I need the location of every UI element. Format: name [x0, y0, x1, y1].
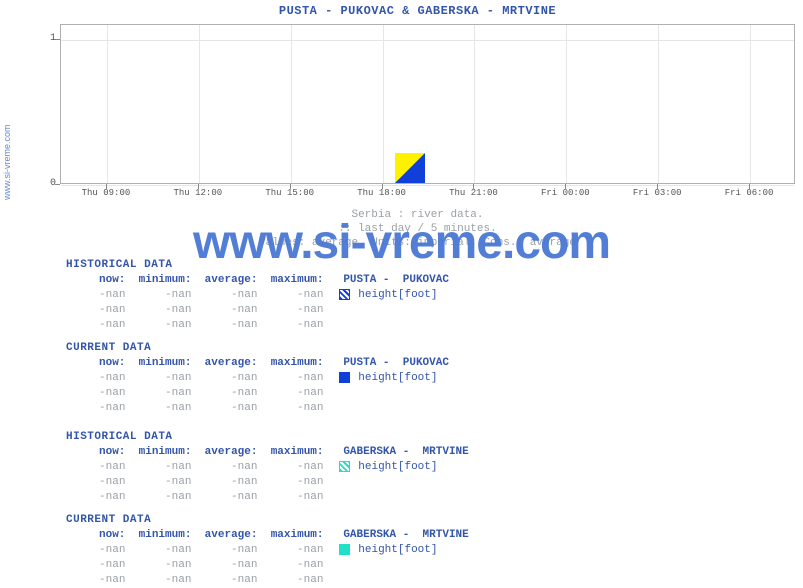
- chart-info: Serbia : river data. :: last day / 5 min…: [40, 208, 795, 250]
- column-header-row: now: minimum: average: maximum: PUSTA - …: [66, 273, 795, 288]
- info-line: :: last day / 5 minutes.: [40, 222, 795, 236]
- legend-swatch-icon: [339, 461, 350, 472]
- plot-wrap: 01Thu 09:00Thu 12:00Thu 15:00Thu 18:00Th…: [60, 24, 795, 204]
- data-row: -nan -nan -nan -nan: [66, 558, 795, 573]
- column-header-row: now: minimum: average: maximum: GABERSKA…: [66, 445, 795, 460]
- y-tick-label: 1: [44, 33, 56, 44]
- x-tick-label: Fri 03:00: [633, 188, 682, 198]
- x-tick-label: Fri 06:00: [725, 188, 774, 198]
- unit-label: height[foot]: [352, 544, 438, 556]
- unit-label: height[foot]: [352, 372, 438, 384]
- legend-swatch-icon: [339, 372, 350, 383]
- data-row: -nan -nan -nan -nan: [66, 573, 795, 588]
- section-head: CURRENT DATA: [66, 341, 795, 356]
- data-section: CURRENT DATA now: minimum: average: maxi…: [66, 341, 795, 416]
- y-tick-label: 0: [44, 178, 56, 189]
- data-section: CURRENT DATA now: minimum: average: maxi…: [66, 513, 795, 588]
- legend-swatch-icon: [339, 544, 350, 555]
- data-row: -nan -nan -nan -nan height[foot]: [66, 543, 795, 558]
- sidebar-url: www.si-vreme.com: [2, 124, 12, 200]
- section-head: HISTORICAL DATA: [66, 430, 795, 445]
- legend-swatch-icon: [339, 289, 350, 300]
- x-tick-label: Fri 00:00: [541, 188, 590, 198]
- section-head: CURRENT DATA: [66, 513, 795, 528]
- data-row: -nan -nan -nan -nan height[foot]: [66, 288, 795, 303]
- plot-area: [60, 24, 795, 184]
- section-head: HISTORICAL DATA: [66, 258, 795, 273]
- chart-title: PUSTA - PUKOVAC & GABERSKA - MRTVINE: [40, 4, 795, 18]
- data-row: -nan -nan -nan -nan: [66, 490, 795, 505]
- x-tick-label: Thu 09:00: [82, 188, 131, 198]
- data-section: HISTORICAL DATA now: minimum: average: m…: [66, 430, 795, 505]
- info-line: Serbia : river data.: [40, 208, 795, 222]
- chart-container: PUSTA - PUKOVAC & GABERSKA - MRTVINE 0 1 T…: [40, 4, 795, 588]
- unit-label: height[foot]: [352, 289, 438, 301]
- series-label: GABERSKA - MRTVINE: [343, 529, 468, 541]
- data-row: -nan -nan -nan -nan: [66, 475, 795, 490]
- data-row: -nan -nan -nan -nan height[foot]: [66, 371, 795, 386]
- info-line: Values: average. Units: imperial. Cons.:…: [40, 236, 795, 250]
- x-tick-label: Thu 15:00: [265, 188, 314, 198]
- data-row: -nan -nan -nan -nan: [66, 401, 795, 416]
- chart-badge-icon: [395, 153, 425, 183]
- series-label: PUSTA - PUKOVAC: [343, 274, 449, 286]
- column-header-row: now: minimum: average: maximum: GABERSKA…: [66, 528, 795, 543]
- data-row: -nan -nan -nan -nan: [66, 318, 795, 333]
- data-row: -nan -nan -nan -nan height[foot]: [66, 460, 795, 475]
- unit-label: height[foot]: [352, 461, 438, 473]
- x-tick-label: Thu 12:00: [174, 188, 223, 198]
- series-label: GABERSKA - MRTVINE: [343, 446, 468, 458]
- x-tick-label: Thu 21:00: [449, 188, 498, 198]
- column-header-row: now: minimum: average: maximum: PUSTA - …: [66, 356, 795, 371]
- x-tick-label: Thu 18:00: [357, 188, 406, 198]
- data-section: HISTORICAL DATA now: minimum: average: m…: [66, 258, 795, 333]
- data-row: -nan -nan -nan -nan: [66, 386, 795, 401]
- data-row: -nan -nan -nan -nan: [66, 303, 795, 318]
- series-label: PUSTA - PUKOVAC: [343, 357, 449, 369]
- data-blocks: HISTORICAL DATA now: minimum: average: m…: [40, 258, 795, 588]
